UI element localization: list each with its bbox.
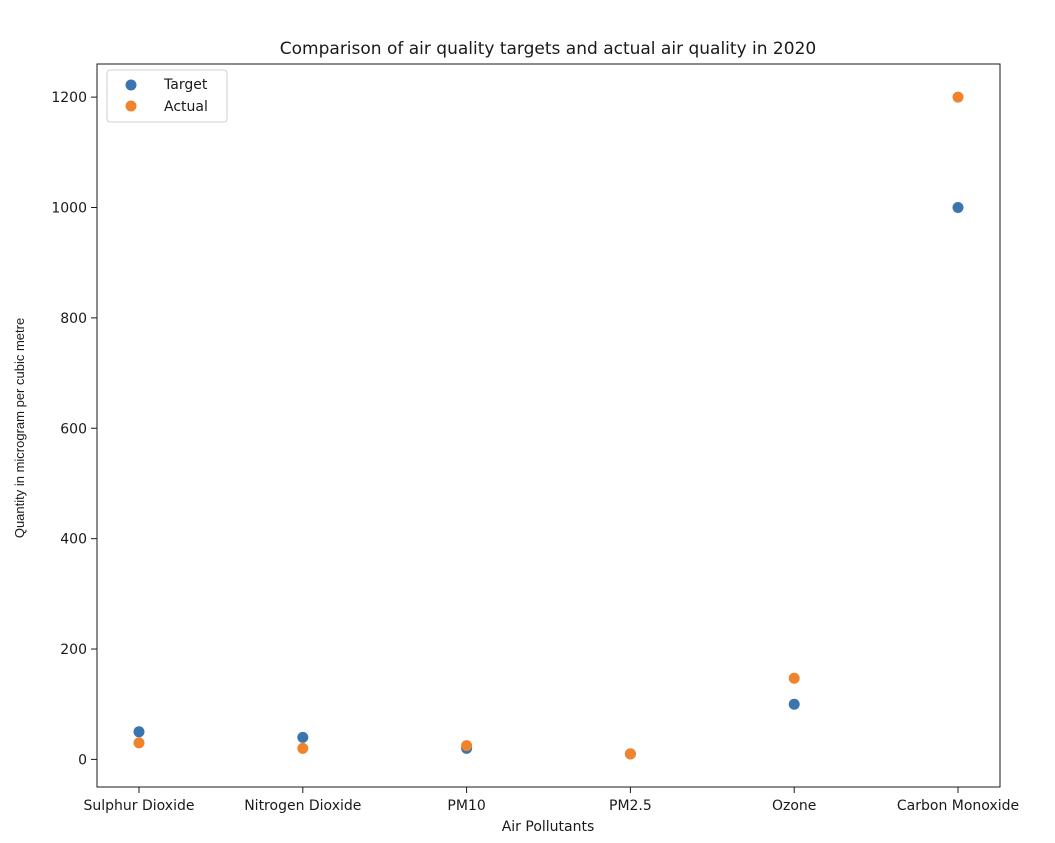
x-tick-label: Nitrogen Dioxide [244,798,361,814]
point-actual [461,740,473,752]
point-actual [133,737,145,749]
y-tick-label: 0 [78,752,87,768]
point-target [297,731,309,743]
y-axis-label: Quantity in microgram per cubic metre [12,318,27,538]
y-tick-label: 400 [60,532,87,548]
y-tick-label: 200 [60,642,87,658]
x-tick-label: Ozone [772,798,816,814]
y-axis: 0 200 400 600 800 1000 1200 [51,90,97,768]
y-tick-label: 1200 [51,90,87,106]
x-tick-label: Sulphur Dioxide [84,798,195,814]
x-tick-label: PM2.5 [609,798,652,814]
point-actual [297,742,309,754]
x-tick-label: PM10 [447,798,485,814]
x-tick-label: Carbon Monoxide [897,798,1019,814]
legend-marker-actual [125,100,137,112]
x-axis: Sulphur Dioxide Nitrogen Dioxide PM10 PM2.5… [84,787,1019,814]
point-actual [952,91,964,103]
y-tick-label: 800 [60,311,87,327]
point-actual [624,748,636,760]
x-axis-label: Air Pollutants [502,819,595,835]
data-points [133,91,964,760]
point-target [952,201,964,213]
y-tick-label: 600 [60,421,87,437]
point-target [133,726,145,738]
legend: Target Actual [106,69,228,123]
legend-label-actual: Actual [164,99,208,115]
legend-marker-target [125,79,137,91]
legend-box [106,69,228,123]
point-target [788,698,800,710]
point-actual [788,672,800,684]
y-tick-label: 1000 [51,200,87,216]
chart-title: Comparison of air quality targets and ac… [280,39,816,59]
plot-area [96,63,1001,788]
legend-label-target: Target [163,77,208,93]
